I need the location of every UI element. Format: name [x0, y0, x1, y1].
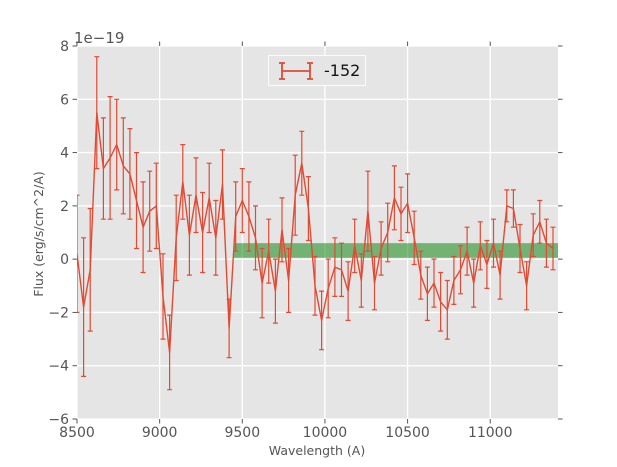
- x-tick-label: 10000: [303, 425, 348, 441]
- continuum-band: [234, 243, 558, 258]
- legend-label: -152: [324, 60, 361, 80]
- y-axis-label: Flux (erg/s/cm^2/A): [31, 171, 46, 297]
- x-tick-label: 9000: [142, 425, 178, 441]
- y-tick-label: −4: [48, 359, 69, 375]
- errorbar-glyph-path: [279, 61, 313, 80]
- tick-marks: [72, 41, 563, 424]
- y-tick-label: 4: [60, 146, 69, 162]
- y-axis-offset-text: 1e−19: [74, 29, 125, 47]
- x-tick-label: 10500: [385, 425, 430, 441]
- plot-area: [77, 46, 558, 419]
- y-tick-label: 0: [60, 252, 69, 268]
- y-tick-label: 6: [60, 92, 69, 108]
- y-tick-label: 2: [60, 199, 69, 215]
- errorbar-series: [77, 56, 556, 391]
- errorbar-caps: [77, 56, 556, 391]
- errorbar-legend-icon: [279, 61, 313, 80]
- x-tick-label: 8500: [59, 425, 95, 441]
- y-tick-label: −2: [48, 305, 69, 321]
- y-tick-label: 8: [60, 39, 69, 55]
- x-axis-label: Wavelength (A): [268, 443, 366, 458]
- x-tick-label: 9500: [224, 425, 260, 441]
- legend: -152: [268, 55, 366, 86]
- y-tick-label: −6: [48, 412, 69, 428]
- flux-line: [77, 111, 554, 354]
- x-tick-label: 11000: [468, 425, 513, 441]
